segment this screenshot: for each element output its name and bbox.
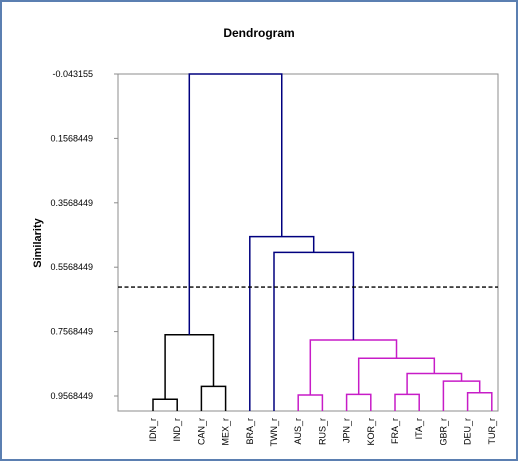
leaf-label: JPN_r [342, 418, 352, 443]
dendrogram-links [152, 73, 493, 411]
chart-title: Dendrogram [223, 26, 295, 40]
y-tick-label: 0.1568449 [50, 133, 93, 143]
leaf-label: GBR_r [438, 418, 448, 446]
y-tick-label: 0.7568449 [50, 327, 93, 337]
dendrogram-link [394, 393, 420, 411]
leaf-label: TWN_r [269, 418, 279, 447]
y-axis-ticks: -0.043155 0.1568449 0.3568449 0.5568449 0.75… [50, 69, 118, 401]
y-tick-label: 0.3568449 [50, 198, 93, 208]
dendrogram-link [309, 339, 398, 396]
y-tick-label: 0.9568449 [50, 391, 93, 401]
leaf-label: DEU_r [463, 418, 473, 445]
dendrogram-link [188, 73, 283, 335]
dendrogram-link [297, 394, 324, 411]
dendrogram-link [152, 398, 178, 411]
dendrogram-link [249, 235, 315, 411]
dendrogram-link [466, 392, 493, 411]
dendrogram-link [406, 372, 463, 395]
leaf-labels: IDN_r IND_r CAN_r MEX_r BRA_r TWN_r AUS_r RUS_r… [148, 418, 497, 447]
dendrogram-link [345, 393, 372, 411]
dendrogram-link [442, 380, 481, 411]
leaf-label: IDN_r [148, 418, 158, 442]
y-tick-label: 0.5568449 [50, 262, 93, 272]
dendrogram-link [357, 357, 436, 395]
leaf-label: ITA_r [414, 418, 424, 439]
dendrogram-link [200, 385, 227, 411]
dendrogram-link [273, 251, 355, 411]
leaf-label: FRA_r [390, 418, 400, 444]
leaf-label: MEX_r [221, 418, 231, 446]
plot-area-border [117, 73, 499, 412]
leaf-label: AUS_r [293, 418, 303, 445]
leaf-label: CAN_r [196, 418, 206, 445]
leaf-label: TUR_r [487, 418, 497, 445]
y-tick-label: -0.043155 [52, 69, 93, 79]
leaf-label: KOR_r [366, 418, 376, 446]
dendrogram-link [164, 334, 215, 400]
leaf-label: BRA_r [245, 418, 255, 445]
leaf-label: RUS_r [317, 418, 327, 445]
leaf-label: IND_r [172, 418, 182, 442]
